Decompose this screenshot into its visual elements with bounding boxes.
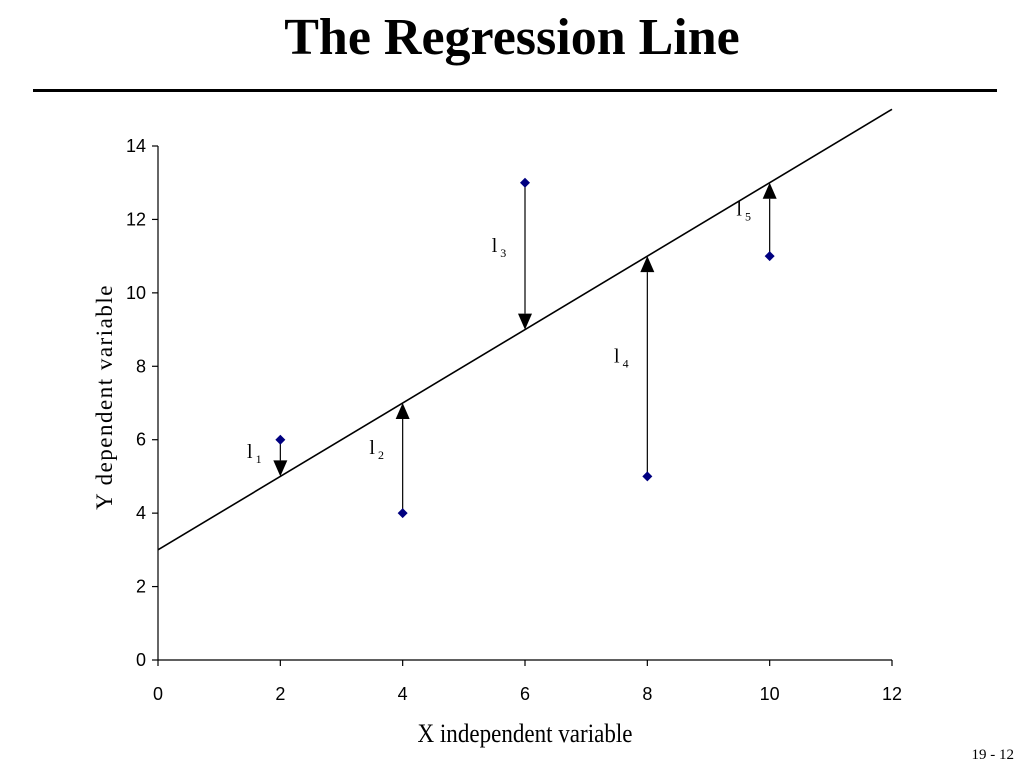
residual-arrowhead — [273, 460, 288, 477]
title-divider — [33, 89, 997, 92]
residual-label-subscript: 5 — [745, 209, 751, 223]
x-tick-label: 8 — [642, 684, 652, 704]
residual-label-subscript: 1 — [256, 452, 262, 466]
y-tick-label: 14 — [126, 136, 146, 156]
x-tick-label: 2 — [275, 684, 285, 704]
data-point-marker — [764, 251, 775, 262]
y-tick-label: 2 — [136, 577, 146, 597]
page-number: 19 - 12 — [971, 747, 1015, 763]
y-tick-label: 10 — [126, 283, 146, 303]
data-point-marker — [642, 471, 653, 482]
slide-title: The Regression Line — [284, 9, 740, 66]
data-points-group — [275, 177, 775, 519]
x-tick-label: 12 — [882, 684, 902, 704]
data-point-marker — [397, 508, 408, 519]
x-tick-label: 6 — [520, 684, 530, 704]
y-axis-label: Y dependent variable — [92, 284, 117, 510]
residual-arrowhead — [640, 256, 655, 273]
y-tick-label: 6 — [136, 430, 146, 450]
y-tick-label: 12 — [126, 209, 146, 229]
residual-arrows-group: l 1 l 2l 3l 4l 5 — [247, 182, 777, 514]
residual-label-main: l — [492, 235, 498, 257]
residual-label-subscript: 4 — [623, 356, 629, 370]
residual-label-main: l — [614, 345, 620, 367]
y-tick-label: 0 — [136, 650, 146, 670]
x-tick-label: 0 — [153, 684, 163, 704]
data-point-marker — [275, 434, 286, 445]
residual-arrowhead — [518, 313, 532, 330]
residual-arrowhead — [395, 403, 410, 419]
residual-label-main: l — [369, 437, 375, 459]
x-tick-label: 10 — [760, 684, 780, 704]
residual-arrowhead — [762, 182, 777, 199]
residual-label-subscript: 3 — [500, 246, 506, 260]
residual-label-subscript: 2 — [378, 448, 384, 462]
y-tick-label: 8 — [136, 356, 146, 376]
x-tick-label: 4 — [398, 684, 408, 704]
y-tick-label: 4 — [136, 503, 146, 523]
residual-label-main: l — [247, 441, 253, 463]
data-point-marker — [520, 177, 530, 188]
residual-label-main: l — [736, 198, 742, 220]
x-axis-label: X independent variable — [418, 719, 633, 748]
